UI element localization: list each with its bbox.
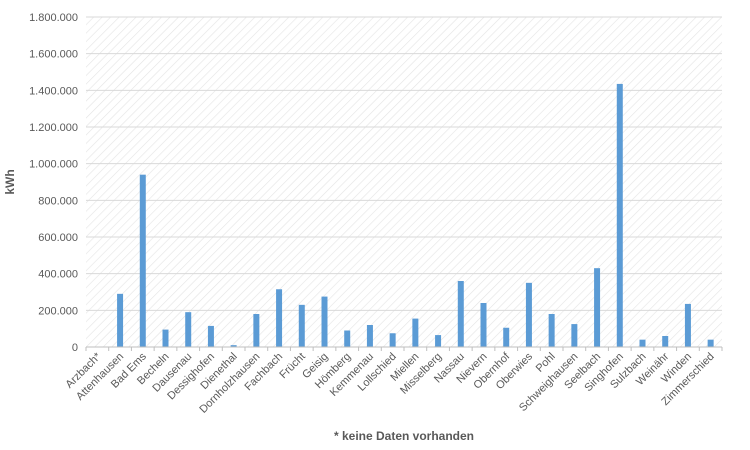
bar <box>525 282 532 347</box>
bar <box>276 289 283 347</box>
bar <box>412 318 419 347</box>
bar <box>503 327 510 347</box>
y-tick-label: 1.400.000 <box>29 85 78 97</box>
bar <box>616 83 623 348</box>
bar <box>344 330 351 347</box>
axes <box>85 346 723 351</box>
bar <box>435 335 442 347</box>
y-tick-label: 600.000 <box>38 232 78 244</box>
bars <box>117 83 714 348</box>
gridlines <box>86 16 722 348</box>
y-tick-label: 0 <box>72 342 78 354</box>
bar <box>594 268 601 347</box>
y-tick-label: 1.000.000 <box>29 159 78 171</box>
bar <box>207 325 214 347</box>
y-tick-labels: 0 200.000 400.000 600.000 800.000 1.000.000 1.… <box>29 12 78 354</box>
y-tick-label: 400.000 <box>38 269 78 281</box>
y-tick-label: 1.600.000 <box>29 49 78 61</box>
bar <box>480 303 487 347</box>
y-tick-label: 1.800.000 <box>29 12 78 24</box>
bar <box>321 296 328 347</box>
bar <box>389 333 396 347</box>
bar <box>139 174 146 347</box>
bar <box>571 324 578 347</box>
bar <box>230 345 237 347</box>
bar <box>457 281 464 347</box>
bar <box>162 329 169 347</box>
y-tick-label: 800.000 <box>38 195 78 207</box>
bar <box>639 339 646 347</box>
y-tick-label: 1.200.000 <box>29 122 78 134</box>
x-axis-title: * keine Daten vorhanden <box>334 429 474 443</box>
bar <box>185 312 192 347</box>
bar <box>662 336 669 347</box>
bar <box>548 314 555 347</box>
bar <box>707 339 714 347</box>
bar <box>117 293 124 347</box>
bar <box>298 304 305 347</box>
y-tick-label: 200.000 <box>38 305 78 317</box>
bar <box>684 303 691 347</box>
y-axis-title: kWh <box>3 169 17 194</box>
bar <box>253 314 260 347</box>
plot-area <box>86 17 722 347</box>
bar <box>366 325 373 347</box>
